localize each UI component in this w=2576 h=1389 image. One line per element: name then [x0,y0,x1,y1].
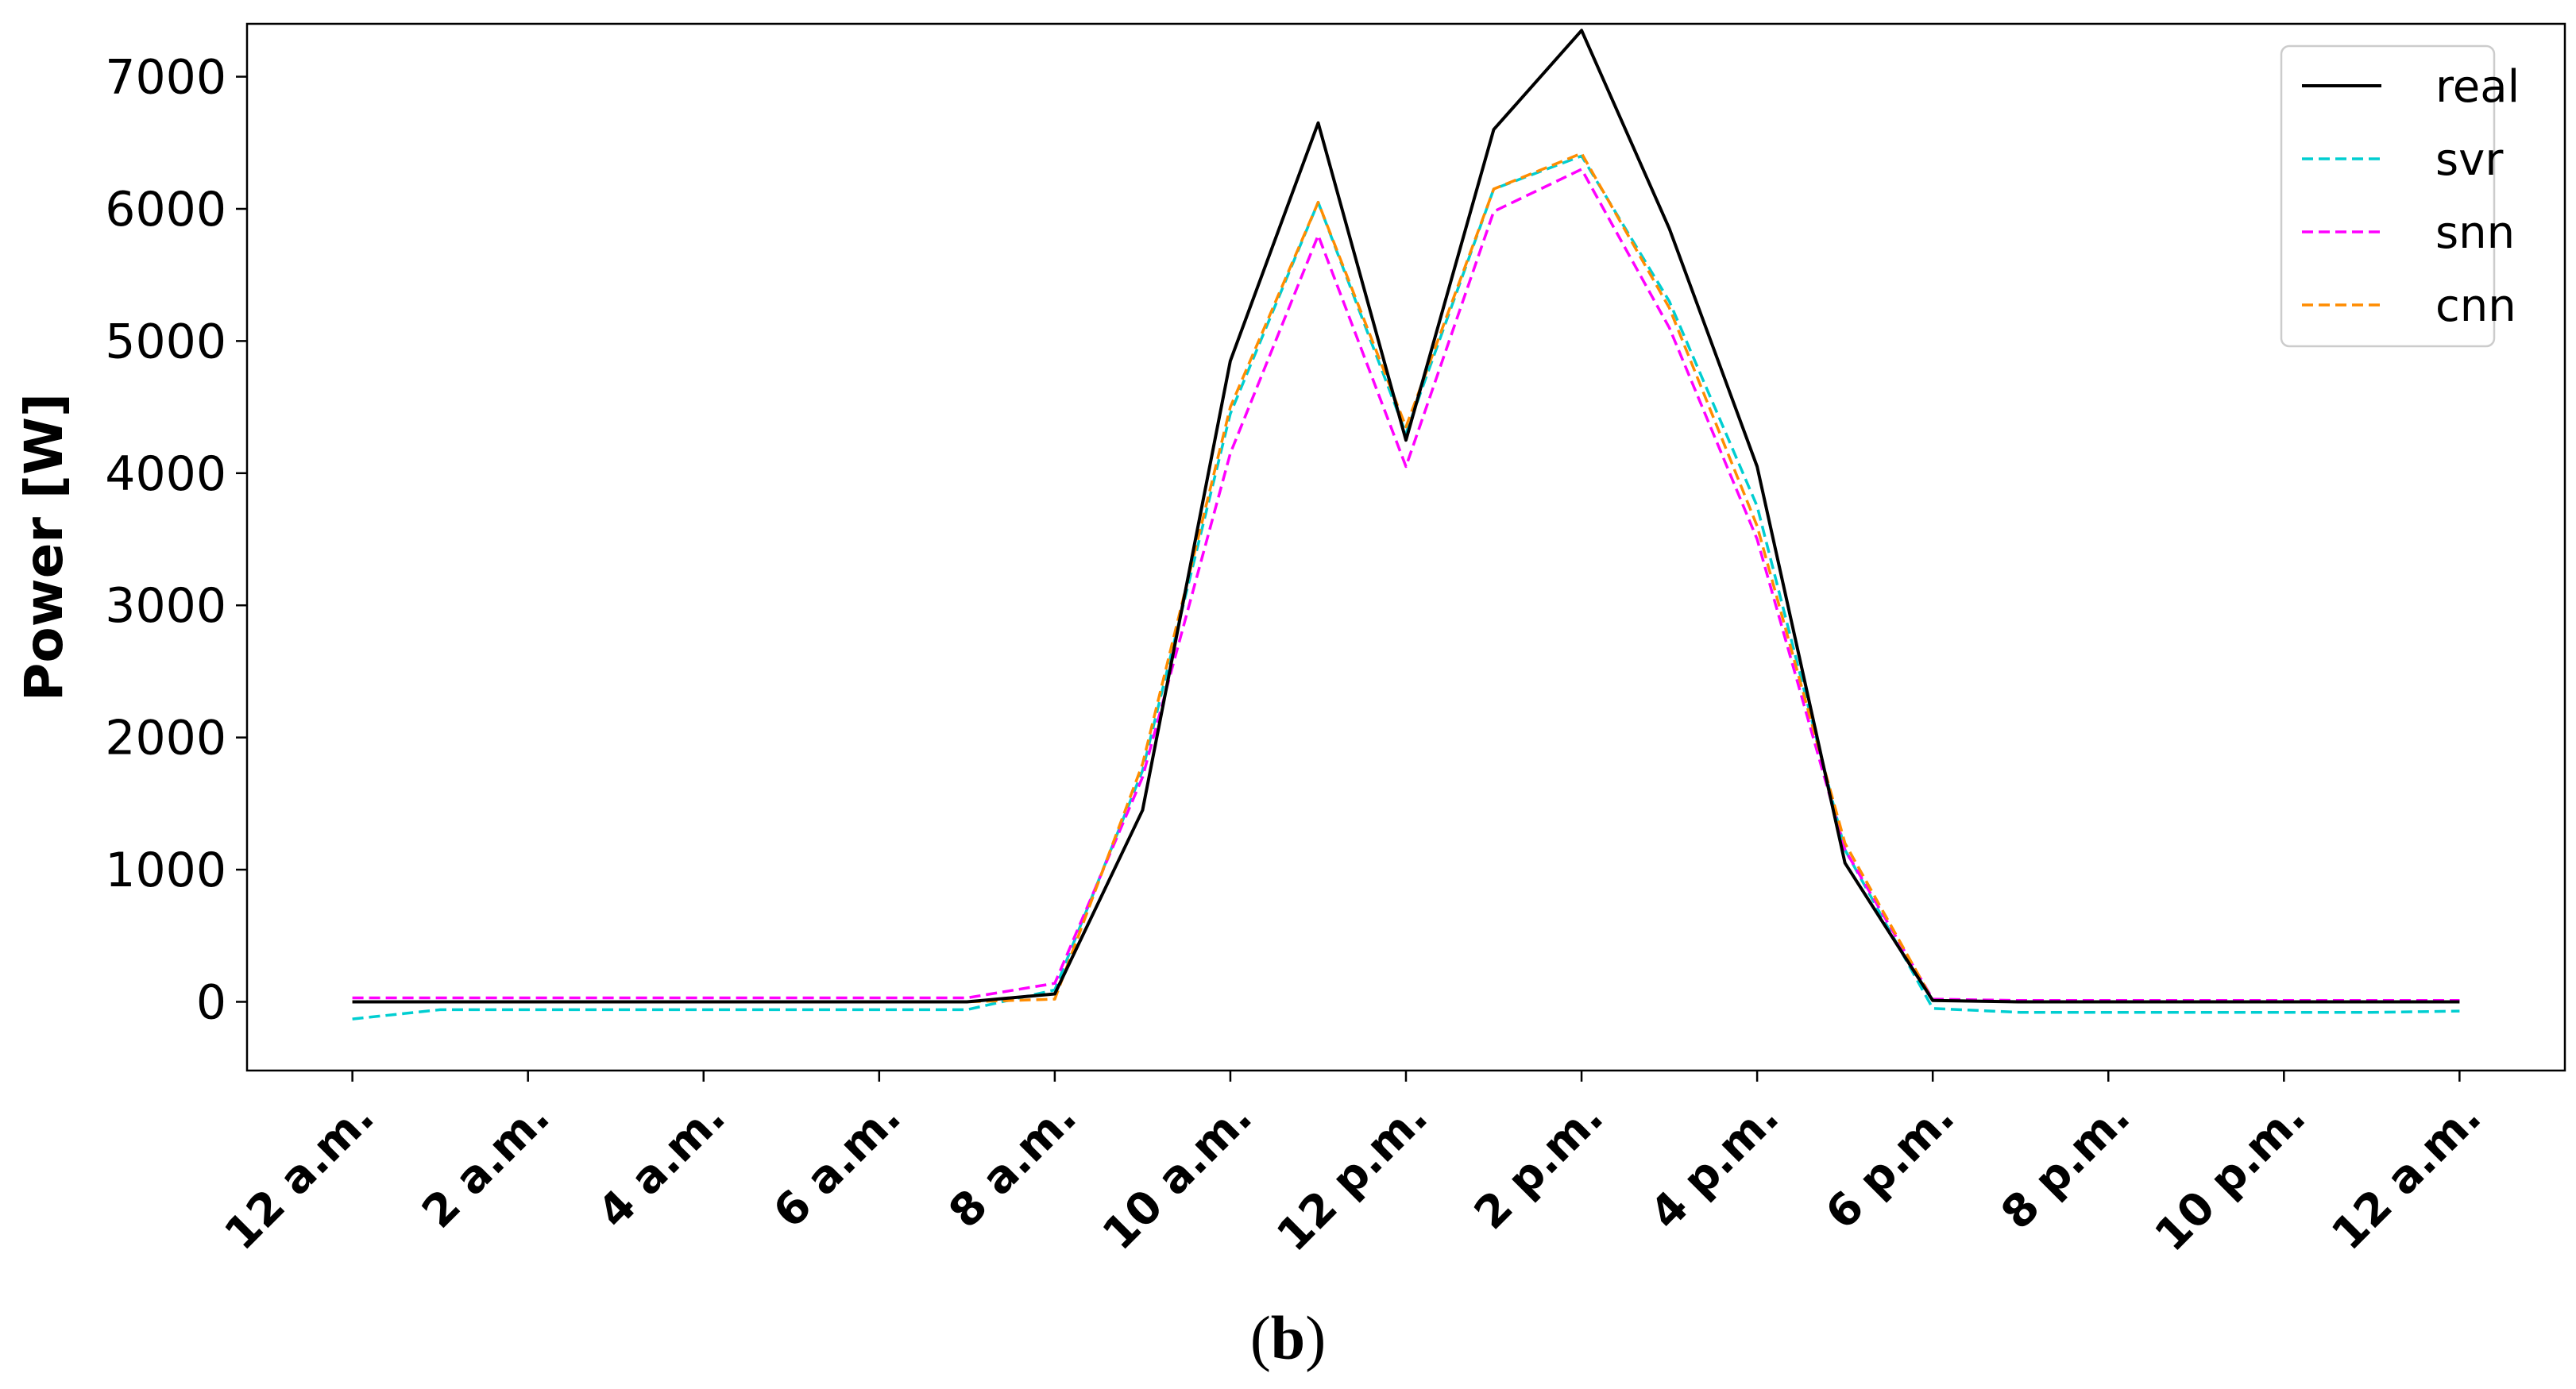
y-tick-label: 7000 [105,50,226,106]
y-tick-label: 6000 [105,182,226,237]
y-axis: 0 1000 2000 3000 4000 5000 6000 7000 [105,50,247,1030]
x-tick-label: 6 p.m. [1816,1091,1964,1240]
x-tick-label: 6 a.m. [763,1091,910,1238]
y-tick-label: 3000 [105,578,226,634]
legend-label-cnn: cnn [2435,280,2516,332]
caption-letter: b [1270,1303,1306,1372]
y-tick-label: 4000 [105,446,226,502]
y-tick-label: 2000 [105,711,226,766]
caption-close: ) [1305,1303,1327,1372]
legend: real svr snn cnn [2280,44,2520,348]
panel-caption: (b) [0,1302,2576,1374]
x-tick-label: 8 p.m. [1991,1091,2140,1240]
legend-box [2280,44,2496,348]
x-tick-label: 4 p.m. [1640,1091,1789,1240]
x-tick-label: 8 a.m. [939,1091,1086,1238]
caption-open: ( [1249,1303,1271,1372]
series-lines-layer [352,29,2460,1021]
plot-frame [245,22,2566,1072]
series-line-cnn [352,152,2460,1004]
y-tick-label: 5000 [105,314,226,369]
series-line-real [352,29,2460,1004]
x-tick-label: 10 p.m. [2145,1091,2316,1262]
legend-label-real: real [2435,61,2520,113]
y-tick-label: 1000 [105,843,226,898]
x-axis: 12 a.m. 2 a.m. 4 a.m. 6 a.m. 8 a.m. 10 a.m. 12… [215,1071,2491,1262]
y-axis-title: Power [W] [14,393,75,701]
x-tick-label: 12 p.m. [1267,1091,1438,1262]
series-line-snn [352,168,2460,1002]
series-line-svr [352,154,2460,1021]
x-tick-label: 2 p.m. [1465,1091,1613,1240]
x-tick-label: 10 a.m. [1093,1091,1262,1260]
legend-label-svr: svr [2435,134,2504,186]
x-tick-label: 4 a.m. [588,1091,735,1238]
y-tick-label: 0 [196,974,226,1030]
x-tick-label: 12 a.m. [215,1091,384,1260]
x-tick-label: 12 a.m. [2322,1091,2491,1260]
legend-label-snn: snn [2435,207,2515,259]
x-tick-label: 2 a.m. [412,1091,559,1238]
